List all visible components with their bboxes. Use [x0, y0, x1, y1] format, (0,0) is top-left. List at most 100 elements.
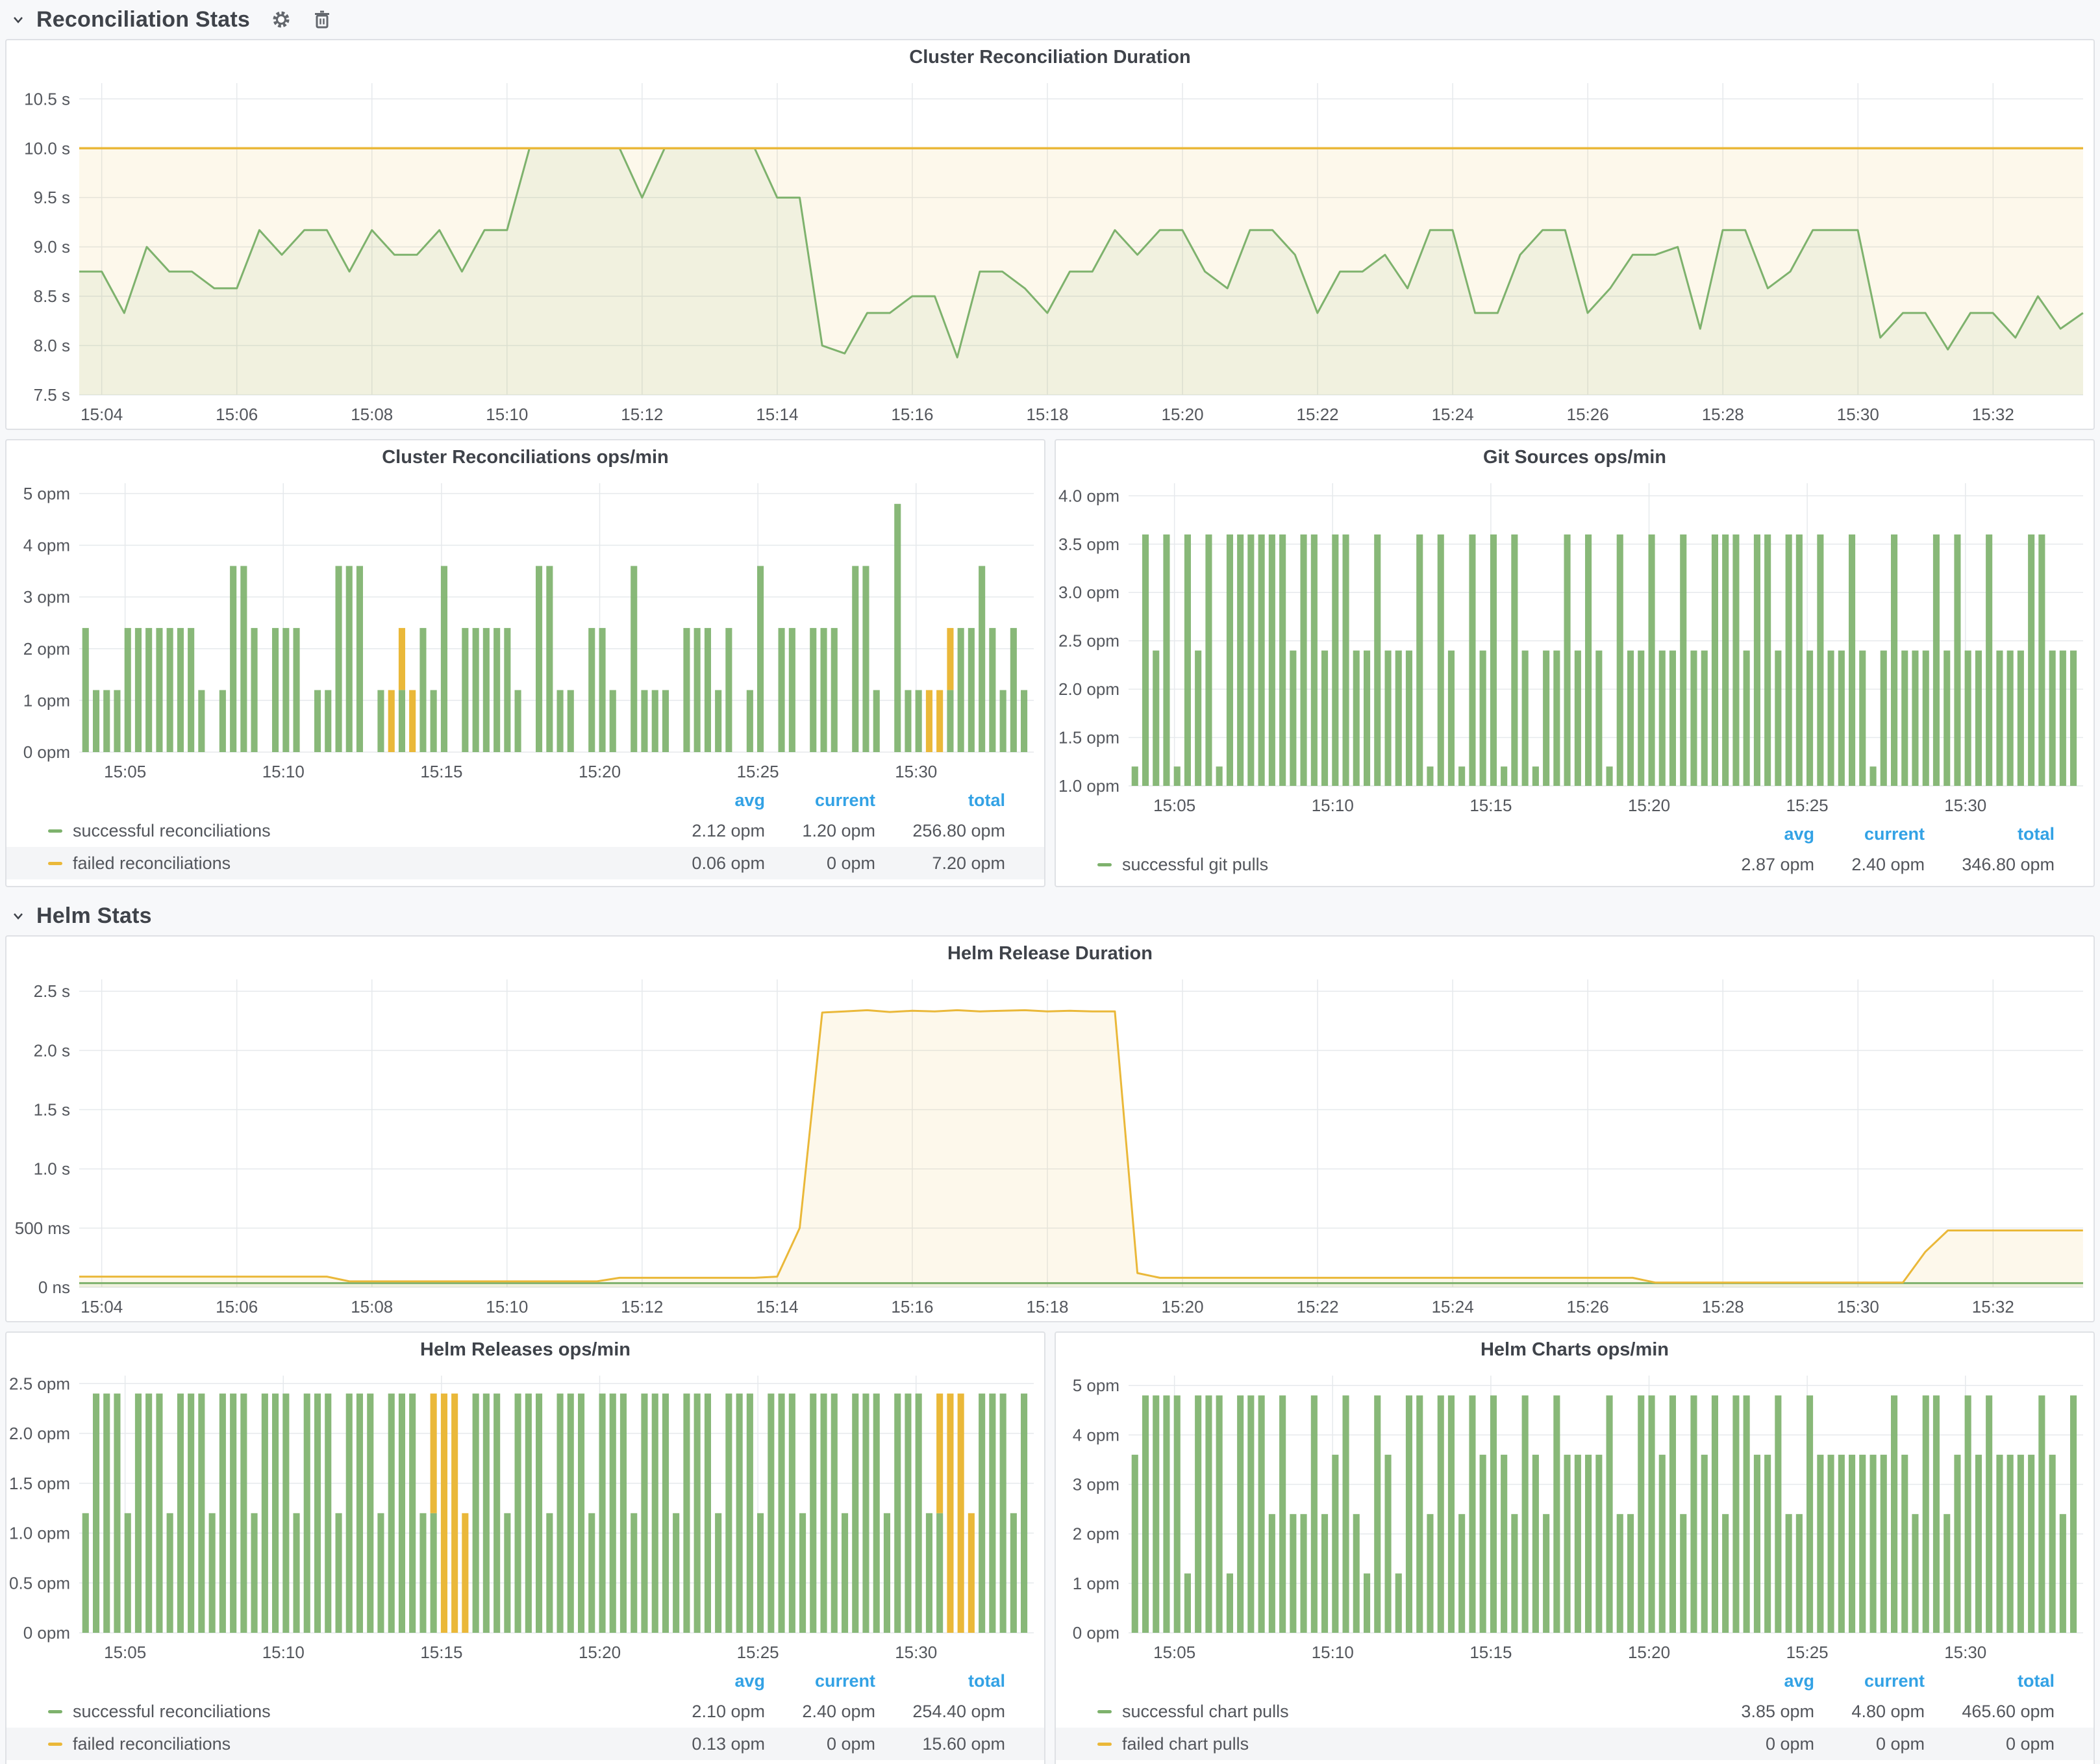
- x-axis-tick-label: 15:15: [1469, 1643, 1512, 1662]
- bar-successful: [345, 566, 353, 752]
- bar-successful: [1131, 766, 1138, 786]
- bar-successful: [472, 1393, 479, 1633]
- legend-header-total[interactable]: total: [2018, 1670, 2055, 1691]
- legend-header-avg[interactable]: avg: [734, 1670, 765, 1691]
- legend-header-total[interactable]: total: [968, 1670, 1005, 1691]
- panel-title[interactable]: Cluster Reconciliation Duration: [909, 46, 1191, 68]
- bar-successful: [1384, 1454, 1392, 1633]
- helm-release-duration-chart[interactable]: 15:04 15:06 15:08 15:10 15:12 15:14 15:16 15:18…: [6, 970, 2094, 1321]
- bar-successful: [1964, 650, 1971, 786]
- bar-successful: [989, 1393, 996, 1633]
- bar-successful: [1912, 1514, 1919, 1633]
- bar-successful: [494, 1393, 501, 1633]
- bar-successful: [166, 1513, 173, 1633]
- bar-successful: [725, 1393, 732, 1633]
- bar-successful: [968, 627, 975, 752]
- bar-successful: [1764, 534, 1771, 786]
- legend-stat-headers: avg current total: [6, 786, 1044, 814]
- legend-header-current[interactable]: current: [1864, 824, 1925, 844]
- x-axis-tick-label: 15:04: [81, 1297, 123, 1317]
- cluster-reconciliations-chart[interactable]: 15:05 15:10 15:15 15:20 15:25 15:30 0 opm 1 opm…: [6, 474, 1044, 786]
- x-axis-tick-label: 15:24: [1432, 1297, 1474, 1317]
- bar-successful: [504, 627, 511, 752]
- series-line: [79, 1009, 2083, 1284]
- bar-successful: [1964, 1395, 1971, 1633]
- bar-successful: [1680, 1514, 1687, 1633]
- bar-successful: [1479, 1454, 1486, 1633]
- bar-successful: [1722, 1514, 1729, 1633]
- legend-current-value: 4.80 opm: [1851, 1701, 1925, 1721]
- legend-row: successful git pulls 2.87 opm 2.40 opm 346.…: [1056, 848, 2094, 881]
- bar-successful: [2038, 1395, 2045, 1633]
- legend-series-label[interactable]: failed chart pulls: [1122, 1733, 1249, 1754]
- panel-title[interactable]: Helm Charts ops/min: [1480, 1339, 1669, 1360]
- bar-successful: [1279, 534, 1286, 786]
- legend-header-current[interactable]: current: [814, 790, 875, 810]
- bar-successful: [1226, 534, 1233, 786]
- x-axis-tick-label: 15:10: [1312, 796, 1354, 815]
- bar-successful: [1511, 1514, 1518, 1633]
- legend-series-label[interactable]: successful git pulls: [1122, 854, 1269, 874]
- bar-successful: [1690, 650, 1697, 786]
- bar-successful: [1996, 1454, 2003, 1633]
- legend-series-label[interactable]: successful chart pulls: [1122, 1701, 1289, 1721]
- panel-title[interactable]: Helm Releases ops/min: [420, 1339, 631, 1360]
- x-axis-tick-label: 15:10: [262, 1643, 305, 1662]
- legend-series-label[interactable]: successful reconciliations: [73, 1701, 271, 1721]
- y-axis-tick-label: 2.5 s: [34, 981, 70, 1001]
- legend-series-label[interactable]: failed reconciliations: [73, 853, 231, 873]
- legend-row: failed reconciliations 0.13 opm 0 opm 15.60…: [6, 1728, 1044, 1760]
- bar-successful: [1690, 1395, 1697, 1633]
- y-axis-tick-label: 8.0 s: [34, 336, 70, 355]
- bar-successful: [1532, 766, 1539, 786]
- gear-icon[interactable]: [271, 9, 292, 30]
- legend-header-current[interactable]: current: [1864, 1670, 1925, 1691]
- bar-successful: [999, 1393, 1006, 1633]
- bar-successful: [905, 690, 912, 752]
- git-sources-chart[interactable]: 15:05 15:10 15:15 15:20 15:25 15:30 1.0 opm 1.5…: [1056, 474, 2094, 820]
- bar-successful: [536, 1393, 543, 1633]
- legend-header-total[interactable]: total: [968, 790, 1005, 810]
- panel-title[interactable]: Cluster Reconciliations ops/min: [382, 446, 669, 468]
- bar-successful: [651, 690, 658, 752]
- bar-successful: [1775, 1395, 1782, 1633]
- trash-icon[interactable]: [312, 9, 332, 30]
- x-axis-tick-label: 15:08: [351, 1297, 393, 1317]
- helm-releases-chart[interactable]: 15:05 15:10 15:15 15:20 15:25 15:30 0 opm 0.5 o…: [6, 1367, 1044, 1667]
- bar-successful: [1479, 650, 1486, 786]
- bar-successful: [356, 566, 363, 752]
- legend-series-label[interactable]: failed reconciliations: [73, 1733, 231, 1754]
- legend-header-avg[interactable]: avg: [1784, 824, 1814, 844]
- legend-header-avg[interactable]: avg: [734, 790, 765, 810]
- panel-cluster-reconciliation-duration: Cluster Reconciliation Duration 15:04 15:…: [5, 39, 2095, 430]
- bar-successful: [1606, 766, 1613, 786]
- legend-row: successful chart pulls 3.85 opm 4.80 opm 46…: [1056, 1695, 2094, 1728]
- helm-charts-chart[interactable]: 15:05 15:10 15:15 15:20 15:25 15:30 0 opm 1 opm…: [1056, 1367, 2094, 1667]
- cluster-reconciliation-duration-chart[interactable]: 15:04 15:06 15:08 15:10 15:12 15:14 15:16 15:18…: [6, 74, 2094, 429]
- bar-successful: [325, 1393, 332, 1633]
- x-axis-tick-label: 15:14: [756, 405, 798, 424]
- y-axis-tick-label: 2 opm: [1073, 1524, 1119, 1544]
- bar-successful: [1944, 1514, 1951, 1633]
- legend-header-avg[interactable]: avg: [1784, 1670, 1814, 1691]
- legend-header-total[interactable]: total: [2018, 824, 2055, 844]
- bar-successful: [82, 1513, 89, 1633]
- x-axis-tick-label: 15:10: [486, 405, 528, 424]
- x-axis-tick-label: 15:20: [1161, 1297, 1203, 1317]
- bar-successful: [936, 1513, 944, 1633]
- bar-successful: [1521, 1395, 1529, 1633]
- x-axis-tick-label: 15:05: [1153, 796, 1195, 815]
- bar-successful: [1247, 1395, 1255, 1633]
- bar-successful: [1427, 766, 1434, 786]
- legend-header-current[interactable]: current: [814, 1670, 875, 1691]
- y-axis-tick-label: 10.5 s: [24, 89, 70, 108]
- bar-successful: [134, 1393, 142, 1633]
- section-helm-stats[interactable]: Helm Stats: [5, 896, 2095, 935]
- panel-title[interactable]: Git Sources ops/min: [1483, 446, 1666, 468]
- section-reconciliation-stats[interactable]: Reconciliation Stats: [5, 0, 2095, 39]
- legend-series-label[interactable]: successful reconciliations: [73, 820, 271, 840]
- panel-title[interactable]: Helm Release Duration: [947, 942, 1153, 964]
- bar-successful: [1290, 1514, 1297, 1633]
- legend-total-value: 465.60 opm: [1962, 1701, 2055, 1721]
- bar-successful: [1237, 534, 1244, 786]
